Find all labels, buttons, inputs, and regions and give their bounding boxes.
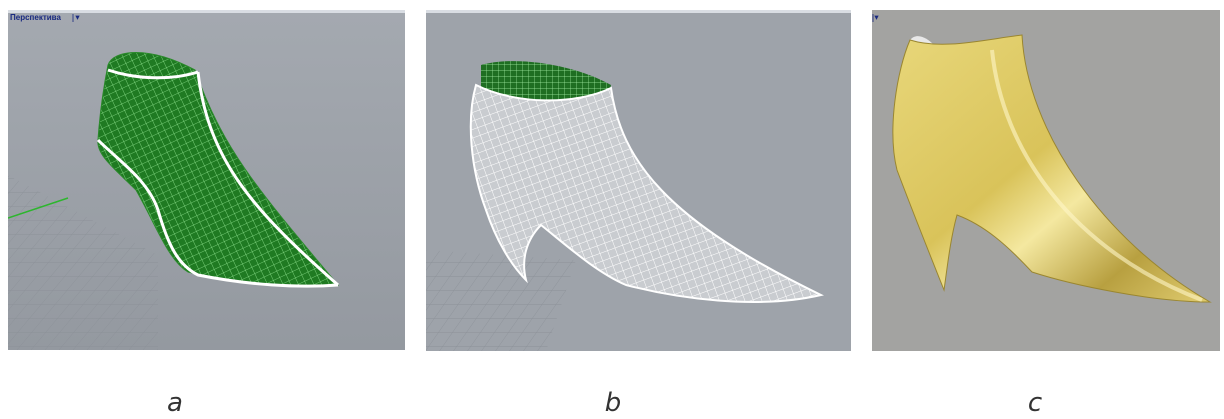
construction-plane xyxy=(426,250,576,351)
viewport-a: Перспектива xyxy=(8,10,405,350)
caption-a: a xyxy=(167,388,183,418)
inner-mesh xyxy=(481,61,611,107)
shoe-last-render xyxy=(892,34,1212,303)
collar-curve xyxy=(107,68,199,80)
viewport-menu-arrow[interactable] xyxy=(872,14,879,22)
viewport-label[interactable]: Перспектива xyxy=(10,13,61,22)
bottom-curve xyxy=(96,138,339,288)
front-curve xyxy=(196,71,339,287)
viewport-b xyxy=(426,10,851,351)
highlight xyxy=(990,49,1203,302)
shoe-last-mesh xyxy=(469,83,824,303)
caption-c: c xyxy=(1027,388,1043,418)
viewport-c xyxy=(872,10,1220,351)
construction-plane xyxy=(8,175,158,350)
caption-b: b xyxy=(604,388,622,418)
axis-line xyxy=(8,197,69,219)
viewport-top-bar xyxy=(8,10,405,13)
viewport-menu-arrow[interactable] xyxy=(72,14,80,22)
viewport-top-bar xyxy=(426,10,851,13)
